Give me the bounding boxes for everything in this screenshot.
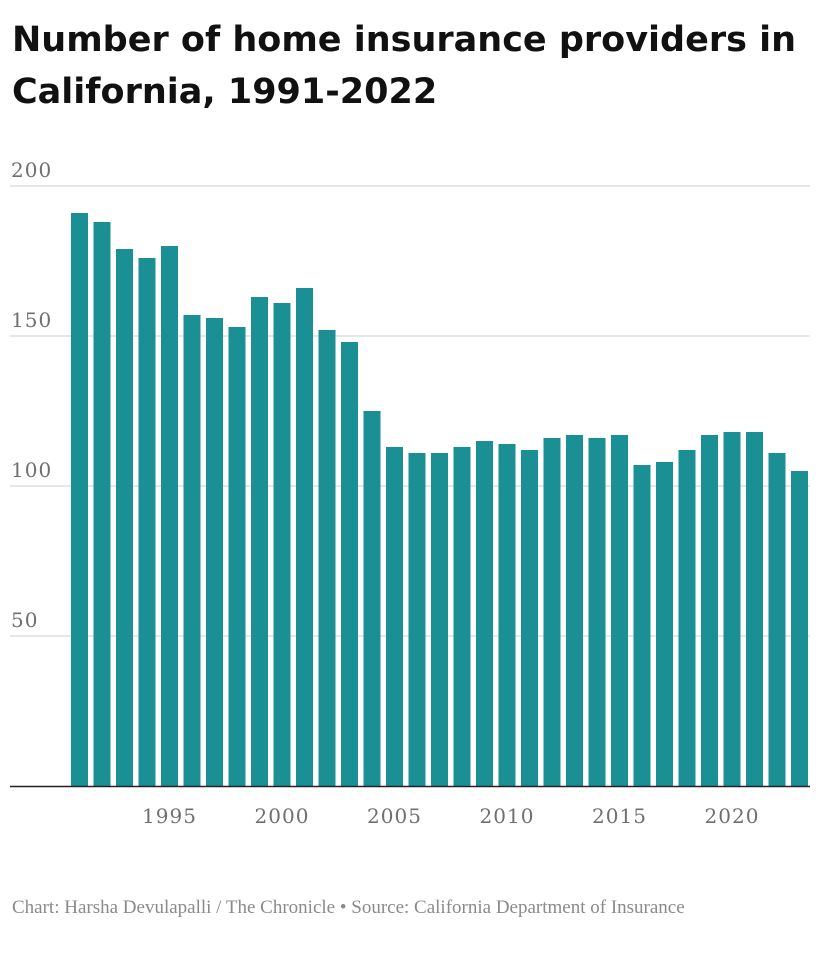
bar-2015 bbox=[611, 435, 628, 786]
x-tick-label-1995: 1995 bbox=[142, 804, 197, 828]
bar-2013 bbox=[566, 435, 583, 786]
bar-2001 bbox=[296, 288, 313, 786]
y-tick-label-200: 200 bbox=[11, 158, 52, 182]
x-tick-label-2000: 2000 bbox=[255, 804, 310, 828]
bar-2022 bbox=[768, 453, 786, 786]
bar-2000 bbox=[273, 303, 291, 786]
bar-1997 bbox=[206, 318, 223, 786]
x-axis-tick-labels: 1995 2000 2005 2010 2015 2020 bbox=[142, 804, 760, 828]
bar-1996 bbox=[183, 315, 201, 786]
bar-1994 bbox=[138, 258, 156, 786]
bars bbox=[71, 213, 808, 786]
bar-2017 bbox=[656, 462, 673, 786]
chart-credit: Chart: Harsha Devulapalli / The Chronicl… bbox=[12, 897, 336, 918]
y-axis-tick-labels: 50 100 150 200 bbox=[11, 158, 52, 632]
bar-1995 bbox=[161, 246, 178, 786]
bar-2018 bbox=[678, 450, 696, 786]
y-tick-label-150: 150 bbox=[11, 308, 52, 332]
bar-2014 bbox=[588, 438, 606, 786]
bar-2016 bbox=[633, 465, 651, 786]
y-tick-label-50: 50 bbox=[11, 608, 38, 632]
y-tick-label-100: 100 bbox=[11, 458, 52, 482]
chart-source: Source: California Department of Insuran… bbox=[351, 897, 685, 918]
bar-2019 bbox=[701, 435, 718, 786]
bar-2003 bbox=[341, 342, 358, 786]
bar-2012 bbox=[543, 438, 561, 786]
bar-2020 bbox=[723, 432, 741, 786]
bar-1999 bbox=[251, 297, 268, 786]
bar-2021 bbox=[746, 432, 763, 786]
bar-2006 bbox=[408, 453, 426, 786]
bar-2009 bbox=[476, 441, 493, 786]
chart-footer: Chart: Harsha Devulapalli / The Chronicl… bbox=[12, 892, 802, 924]
bar-2008 bbox=[453, 447, 471, 786]
x-tick-label-2005: 2005 bbox=[367, 804, 422, 828]
bar-2011 bbox=[521, 450, 538, 786]
bar-2004 bbox=[363, 411, 381, 786]
bar-1998 bbox=[228, 327, 246, 786]
bar-1991 bbox=[71, 213, 88, 786]
x-tick-label-2020: 2020 bbox=[705, 804, 760, 828]
bar-2005 bbox=[386, 447, 403, 786]
bar-2010 bbox=[498, 444, 516, 786]
bar-1992 bbox=[93, 222, 111, 786]
chart-title: Number of home insurance providers in Ca… bbox=[12, 20, 797, 112]
bar-2002 bbox=[318, 330, 336, 786]
bar-2007 bbox=[431, 453, 448, 786]
x-tick-label-2010: 2010 bbox=[480, 804, 535, 828]
bar-1993 bbox=[116, 249, 133, 786]
bar-2023 bbox=[791, 471, 808, 786]
footer-separator: • bbox=[335, 897, 352, 918]
x-tick-label-2015: 2015 bbox=[592, 804, 647, 828]
